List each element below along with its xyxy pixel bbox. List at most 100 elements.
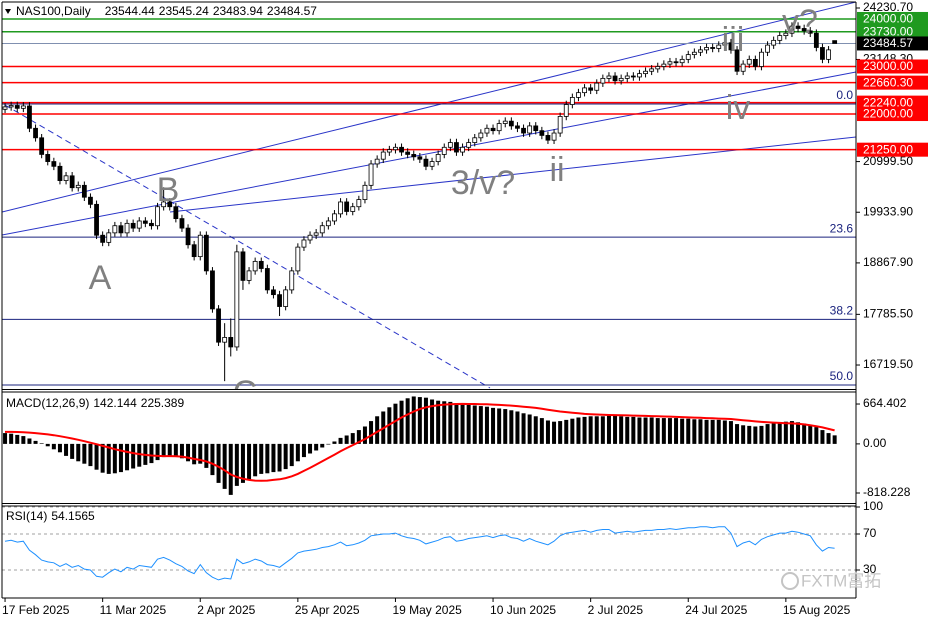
axes — [1, 1, 857, 599]
price-level-label: 21250.00 — [863, 142, 913, 156]
x-tick-label: 10 Jun 2025 — [490, 603, 556, 617]
candle-body — [313, 232, 319, 236]
current-price-box — [857, 36, 928, 51]
watermark: FXTM富拓 — [801, 571, 881, 590]
y-tick-label: 19933.90 — [863, 204, 913, 218]
macd-bar — [295, 443, 300, 462]
candle-body — [57, 165, 63, 181]
candle-body — [277, 294, 282, 307]
macd-bar — [27, 438, 32, 444]
candle-body — [100, 234, 106, 243]
macd-bar — [674, 418, 679, 444]
y-tick-label: 0.00 — [863, 436, 887, 450]
macd-bar — [64, 443, 69, 456]
y-tick-label: 16719.50 — [863, 357, 913, 371]
candle-body — [832, 40, 838, 44]
macd-bar — [722, 420, 727, 444]
candle-body — [460, 146, 465, 153]
macd-bar — [472, 405, 477, 444]
macd-bar — [137, 443, 142, 467]
macd-bar — [552, 421, 557, 444]
candle-body — [45, 154, 51, 162]
candle-body — [582, 87, 587, 94]
x-tick-label: 2 Apr 2025 — [197, 603, 255, 617]
candle-body — [234, 251, 240, 348]
candle-body — [75, 184, 81, 189]
macd-bar — [753, 426, 758, 444]
candle-body — [710, 47, 716, 49]
wave-label: C — [233, 374, 258, 412]
macd-bar — [271, 443, 276, 473]
macd-bar — [344, 435, 349, 444]
macd-bar — [631, 416, 636, 444]
macd-bar — [686, 418, 691, 444]
rsi-header: RSI(14) 54.1565 — [6, 509, 95, 523]
candle-body — [496, 123, 502, 132]
price-level-box — [857, 107, 928, 122]
candle-body — [447, 142, 453, 148]
candle-body — [685, 54, 691, 60]
macd-bar — [173, 443, 178, 457]
macd-bar — [704, 419, 709, 444]
candle-body — [673, 61, 679, 64]
macd-bar — [417, 397, 422, 444]
candle-body — [8, 105, 14, 108]
candle-body — [191, 244, 197, 258]
candle-body — [27, 105, 32, 129]
y-tick-label: 100 — [863, 499, 883, 513]
macd-bar — [277, 443, 282, 472]
y-tick-label: 664.402 — [863, 396, 907, 410]
macd-bar — [545, 420, 550, 444]
macd-bar — [308, 443, 313, 454]
macd-bar — [100, 443, 105, 473]
candle-body — [545, 135, 551, 141]
macd-bar — [118, 443, 123, 473]
macd-bar — [301, 443, 306, 458]
macd-bar — [808, 424, 813, 444]
macd-bar — [582, 416, 587, 444]
macd-bar — [509, 410, 514, 444]
macd-bar — [369, 421, 374, 444]
macd-bar — [265, 443, 270, 474]
macd-bar — [655, 418, 660, 444]
candle-body — [362, 184, 368, 200]
candle-body — [14, 105, 20, 109]
candle-body — [539, 130, 545, 136]
candle-body — [161, 201, 167, 208]
candle-body — [789, 25, 795, 34]
candle-body — [588, 87, 594, 91]
candle-body — [576, 92, 581, 98]
candle-body — [81, 184, 87, 198]
candle-body — [94, 203, 99, 236]
macd-bar — [149, 443, 154, 464]
macd-bar — [204, 443, 209, 468]
candle-body — [350, 206, 356, 212]
y-tick-label: 18867.90 — [863, 255, 913, 269]
wave-label: ii — [549, 151, 564, 189]
macd-bar — [234, 443, 239, 486]
candle-body — [118, 225, 124, 234]
signal-line — [5, 402, 835, 482]
candle-body — [813, 32, 819, 48]
candle-body — [612, 75, 618, 82]
macd-bar — [637, 417, 642, 444]
macd-bar — [667, 418, 672, 444]
y-tick-label: 30 — [863, 562, 877, 576]
current-price-label: 23484.57 — [863, 36, 913, 50]
y-tick-label: 24230.70 — [863, 0, 913, 14]
x-tick-label: 24 Jul 2025 — [685, 603, 747, 617]
candle-body — [679, 58, 685, 64]
candle-body — [51, 161, 57, 167]
candle-body — [252, 260, 258, 272]
candle-body — [136, 220, 142, 229]
macd-bar — [393, 403, 398, 444]
candle-body — [466, 142, 472, 148]
candle-body — [2, 106, 8, 110]
candle-body — [411, 154, 417, 158]
wave-label: iii — [722, 21, 745, 59]
chart-header: NAS100,Daily 23544.44 23545.24 23483.94 2348… — [16, 4, 317, 18]
macd-bar — [51, 443, 56, 450]
trend-line-dashed — [4, 104, 491, 389]
candle-body — [771, 39, 777, 46]
y-tick-label: 70 — [863, 526, 877, 540]
